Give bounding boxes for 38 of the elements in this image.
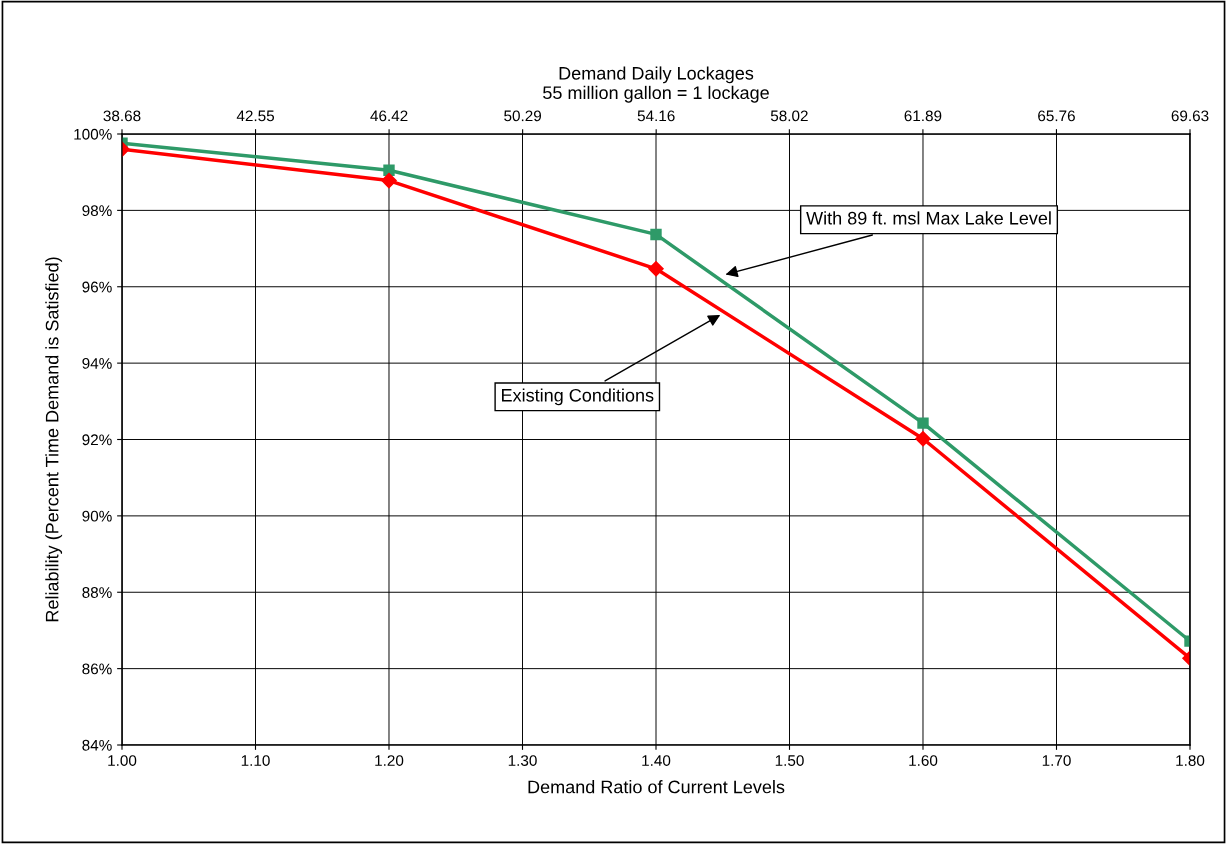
x-tick-label: 1.00 [108, 755, 137, 766]
x2-axis-title: Demand Daily Lockages 55 million gallon = 1 lockage [543, 66, 769, 103]
x-tick-label: 1.70 [1042, 755, 1071, 766]
y-axis-title: Reliability (Percent Time Demand is Satisfied) [45, 257, 63, 622]
x-tick-label: 1.40 [642, 755, 671, 766]
x2-tick-label: 42.55 [236, 110, 275, 122]
y-tick-label: 86% [82, 663, 112, 675]
x-tick-label: 1.20 [375, 755, 404, 766]
x-axis-title: Demand Ratio of Current Levels [528, 780, 785, 794]
x2-tick-label: 54.16 [637, 110, 675, 122]
x-tick-label: 1.80 [1176, 755, 1205, 766]
x-tick-label: 1.60 [909, 755, 938, 766]
point [650, 228, 662, 241]
y-tick-label: 98% [82, 205, 112, 217]
y-tick-label: 90% [82, 510, 112, 522]
y-tick-label: 100% [74, 128, 112, 140]
x2-tick-label: 38.68 [103, 110, 141, 122]
x-tick-label: 1.30 [508, 755, 537, 766]
y-tick-label: 94% [82, 357, 112, 369]
x2-tick-label: 50.29 [504, 110, 542, 122]
point [917, 417, 929, 429]
x2-tick-label: 65.76 [1038, 110, 1075, 122]
x2-tick-label: 69.63 [1171, 110, 1209, 122]
annotation: Existing Conditions [502, 388, 654, 406]
point [648, 261, 664, 277]
y-tick-label: 88% [82, 587, 112, 598]
x2-tick-label: 61.89 [904, 110, 942, 122]
y-tick-label: 84% [82, 739, 112, 751]
y-tick-label: 92% [82, 434, 112, 446]
x2-tick-label: 46.42 [370, 110, 408, 122]
x-tick-label: 1.10 [241, 755, 270, 766]
x2-tick-label: 58.02 [770, 110, 808, 122]
point [381, 172, 397, 189]
y-tick-label: 96% [82, 281, 112, 293]
x-tick-label: 1.50 [775, 755, 804, 766]
point [383, 164, 395, 176]
annotation: With 89 ft. msl Max Lake Level [806, 211, 1051, 225]
point [915, 431, 931, 447]
